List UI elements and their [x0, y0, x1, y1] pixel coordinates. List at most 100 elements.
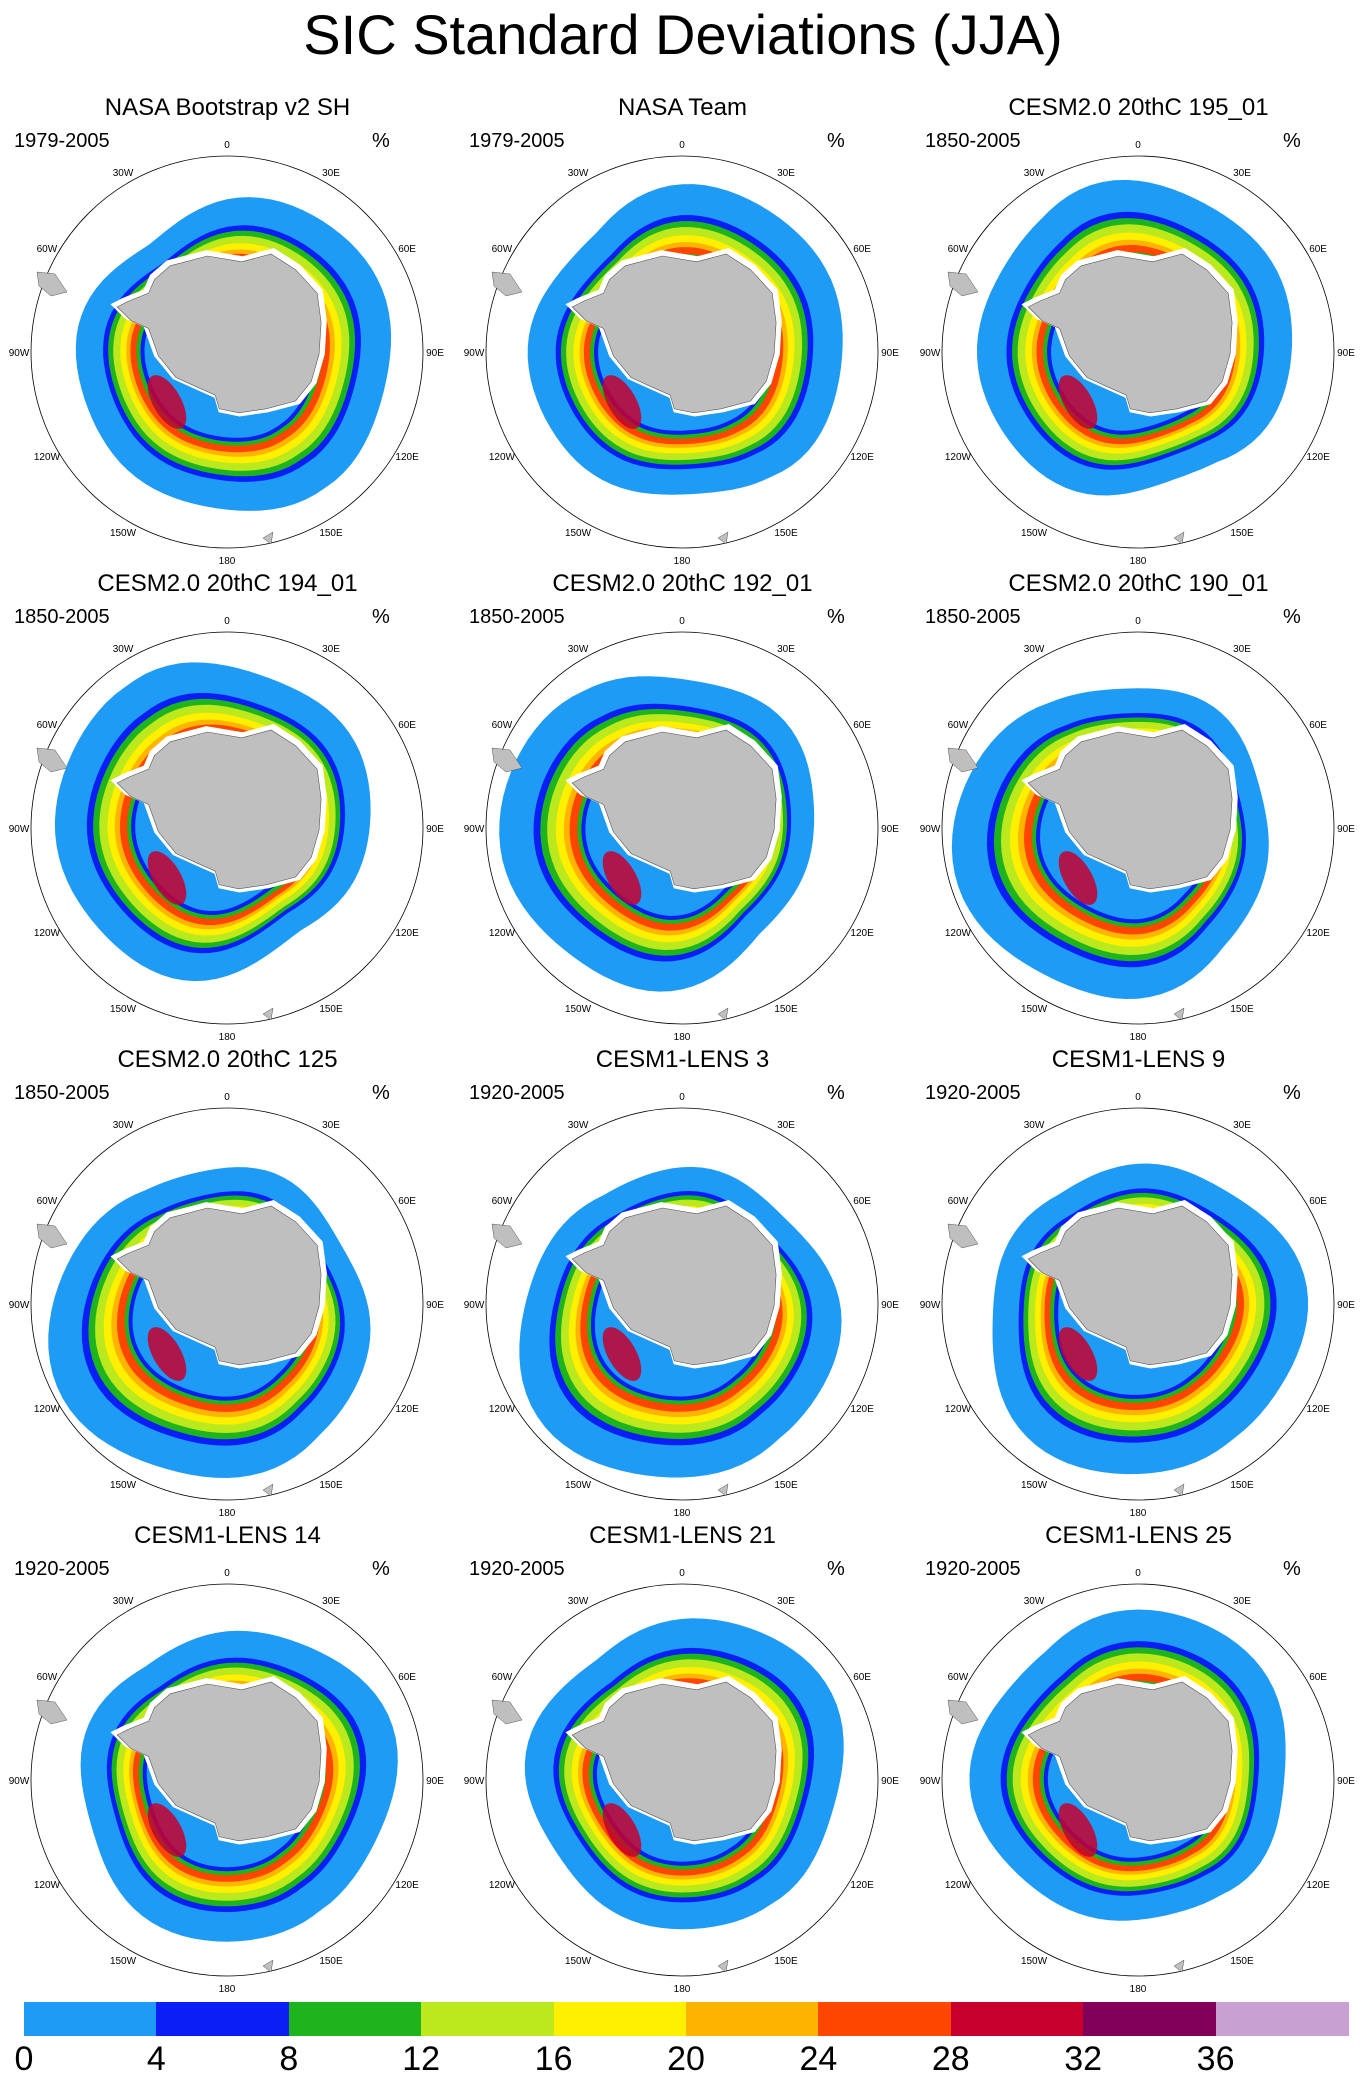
panel-period: 1979-2005: [14, 130, 110, 152]
polar-map: 0 30E 60E 90E 120E 150E 180 150W 120W 90W 60W 30W: [9, 1568, 445, 1995]
colorbar-label: 4: [146, 2040, 166, 2078]
longitude-label: 120E: [395, 928, 419, 939]
longitude-label: 90W: [464, 348, 485, 359]
antarctica-landmass: [116, 253, 322, 414]
sic-maximum: [1058, 375, 1098, 429]
longitude-label: 30E: [322, 1120, 340, 1131]
island-landmass: [1173, 1959, 1185, 1973]
sic-maximum: [602, 1327, 642, 1381]
longitude-label: 60E: [1309, 1672, 1327, 1683]
longitude-label: 0: [679, 1568, 685, 1579]
longitude-label: 180: [674, 556, 691, 567]
longitude-label: 150E: [774, 1480, 798, 1491]
longitude-label: 30E: [777, 168, 795, 179]
map-panel: CESM2.0 20thC 192_01 1850-2005% 0 30E 60E 90E…: [455, 570, 910, 1046]
longitude-label: 90W: [9, 1300, 30, 1311]
panel-unit: %: [827, 130, 845, 152]
longitude-label: 150E: [1230, 1956, 1254, 1967]
map-panel: NASA Team 1979-2005% 0 30E 60E 90E 120E 150E 180…: [455, 94, 910, 570]
map-panel: CESM2.0 20thC 125 1850-2005% 0 30E 60E 90E 120…: [0, 1046, 455, 1522]
longitude-label: 90E: [881, 348, 899, 359]
longitude-label: 60W: [948, 1672, 969, 1683]
colorbar-segment: [1215, 2002, 1349, 2036]
longitude-label: 30W: [568, 644, 589, 655]
colorbar-segment: [818, 2002, 952, 2036]
south-america-landmass: [36, 271, 68, 297]
island-landmass: [1173, 531, 1185, 545]
longitude-label: 120W: [489, 452, 516, 463]
longitude-label: 90E: [881, 1300, 899, 1311]
longitude-label: 120W: [34, 452, 61, 463]
longitude-label: 120W: [945, 1880, 972, 1891]
polar-map: 0 30E 60E 90E 120E 150E 180 150W 120W 90W 60W 30W: [920, 1568, 1356, 1995]
longitude-label: 180: [1130, 1508, 1147, 1519]
longitude-label: 90E: [426, 824, 444, 835]
panel-period: 1850-2005: [469, 606, 565, 628]
panel-title: CESM2.0 20thC 195_01: [1008, 94, 1269, 121]
longitude-label: 90W: [920, 1776, 941, 1787]
longitude-label: 90W: [920, 1300, 941, 1311]
panel-unit: %: [1283, 1558, 1301, 1580]
map-panel: CESM1-LENS 3 1920-2005% 0 30E 60E 90E 120E 150E…: [455, 1046, 910, 1522]
longitude-label: 90W: [464, 824, 485, 835]
longitude-label: 150E: [1230, 1004, 1254, 1015]
longitude-label: 30W: [568, 1596, 589, 1607]
longitude-label: 30W: [568, 168, 589, 179]
antarctica-landmass: [1027, 1681, 1233, 1842]
longitude-label: 120E: [850, 928, 874, 939]
panel-title: CESM2.0 20thC 192_01: [552, 570, 813, 597]
longitude-label: 0: [679, 616, 685, 627]
panel-unit: %: [372, 1558, 390, 1580]
longitude-label: 90W: [9, 1776, 30, 1787]
antarctica-landmass: [116, 1681, 322, 1842]
panel-title: NASA Team: [618, 94, 747, 121]
longitude-label: 60W: [492, 244, 513, 255]
longitude-label: 150W: [110, 1480, 137, 1491]
longitude-label: 120E: [1306, 1880, 1330, 1891]
panel-unit: %: [372, 1082, 390, 1104]
longitude-label: 180: [674, 1984, 691, 1995]
antarctica-landmass: [116, 1205, 322, 1366]
longitude-label: 150E: [774, 528, 798, 539]
longitude-label: 60E: [853, 720, 871, 731]
map-panel: CESM2.0 20thC 195_01 1850-2005% 0 30E 60E 90E…: [911, 94, 1366, 570]
longitude-label: 30E: [1233, 1120, 1251, 1131]
panel-unit: %: [1283, 130, 1301, 152]
polar-map: 0 30E 60E 90E 120E 150E 180 150W 120W 90W 60W 30W: [464, 1568, 900, 1995]
longitude-label: 30E: [777, 1596, 795, 1607]
island-landmass: [717, 531, 729, 545]
panel-title: CESM1-LENS 21: [589, 1522, 776, 1549]
antarctica-landmass: [1027, 729, 1233, 890]
longitude-label: 150E: [319, 1004, 343, 1015]
colorbar-label: 24: [799, 2040, 838, 2078]
longitude-label: 60W: [948, 244, 969, 255]
map-panel: CESM1-LENS 14 1920-2005% 0 30E 60E 90E 120E 150…: [0, 1522, 455, 1998]
longitude-label: 30W: [1024, 168, 1045, 179]
island-landmass: [262, 1007, 274, 1021]
panel-unit: %: [1283, 1082, 1301, 1104]
colorbar: [24, 2002, 1349, 2036]
map-panel: CESM2.0 20thC 194_01 1850-2005% 0 30E 60E 90E…: [0, 570, 455, 1046]
longitude-label: 180: [1130, 1984, 1147, 1995]
map-panel: CESM1-LENS 25 1920-2005% 0 30E 60E 90E 120E 150…: [911, 1522, 1366, 1998]
polar-map: 0 30E 60E 90E 120E 150E 180 150W 120W 90W 60W 30W: [920, 140, 1356, 567]
island-landmass: [262, 1959, 274, 1973]
longitude-label: 150W: [565, 1956, 592, 1967]
panel-period: 1979-2005: [469, 130, 565, 152]
longitude-label: 180: [674, 1508, 691, 1519]
south-america-landmass: [947, 271, 979, 297]
longitude-label: 180: [1130, 1032, 1147, 1043]
panel-title: CESM2.0 20thC 190_01: [1008, 570, 1269, 597]
colorbar-label: 36: [1196, 2040, 1235, 2078]
colorbar-segment: [156, 2002, 290, 2036]
colorbar-label: 12: [402, 2040, 441, 2078]
polar-map: 0 30E 60E 90E 120E 150E 180 150W 120W 90W 60W 30W: [464, 140, 900, 567]
panel-title: CESM1-LENS 14: [134, 1522, 321, 1549]
colorbar-label: 28: [931, 2040, 970, 2078]
colorbar-segment: [686, 2002, 819, 2036]
island-landmass: [717, 1483, 729, 1497]
panel-period: 1920-2005: [925, 1558, 1021, 1580]
longitude-label: 0: [1135, 1568, 1141, 1579]
longitude-label: 30E: [777, 1120, 795, 1131]
map-panel: CESM1-LENS 21 1920-2005% 0 30E 60E 90E 120E 150…: [455, 1522, 910, 1998]
